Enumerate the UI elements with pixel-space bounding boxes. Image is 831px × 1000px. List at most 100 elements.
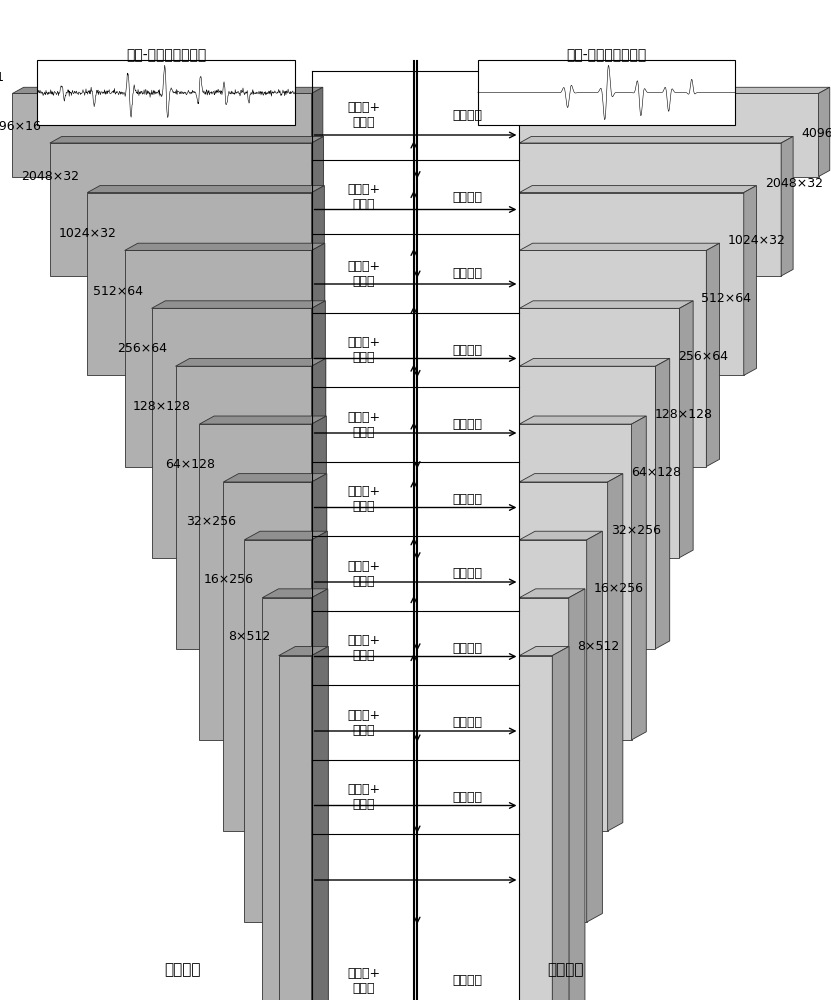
Text: 1024×32: 1024×32 <box>728 234 786 247</box>
Text: 反卷积层: 反卷积层 <box>452 974 483 987</box>
Polygon shape <box>50 143 312 276</box>
Polygon shape <box>519 474 623 482</box>
Text: 反卷积层: 反卷积层 <box>452 267 483 280</box>
Polygon shape <box>312 416 327 740</box>
Polygon shape <box>199 424 312 740</box>
Text: 反卷积层: 反卷积层 <box>452 493 483 506</box>
Polygon shape <box>553 646 569 1000</box>
Polygon shape <box>519 598 568 1000</box>
Text: 反卷积层: 反卷积层 <box>452 191 483 204</box>
Text: 64×128: 64×128 <box>632 466 681 479</box>
Polygon shape <box>519 531 602 540</box>
Polygon shape <box>519 250 706 467</box>
Text: 卷积层+
池化层: 卷积层+ 池化层 <box>347 634 380 662</box>
Text: 8×512: 8×512 <box>578 640 620 653</box>
Polygon shape <box>519 416 647 424</box>
Polygon shape <box>519 93 819 177</box>
Text: 256×64: 256×64 <box>117 342 167 355</box>
Text: 32×256: 32×256 <box>611 524 661 537</box>
Text: 512×64: 512×64 <box>93 285 143 298</box>
Text: 2048×32: 2048×32 <box>765 177 823 190</box>
Polygon shape <box>175 366 312 649</box>
Polygon shape <box>263 589 327 598</box>
Text: 4096×16: 4096×16 <box>0 120 42 133</box>
Text: 卷积层+
池化层: 卷积层+ 池化层 <box>347 967 380 995</box>
Text: 编码过程: 编码过程 <box>165 962 201 978</box>
Polygon shape <box>199 416 327 424</box>
Polygon shape <box>519 482 607 831</box>
Polygon shape <box>312 243 325 467</box>
Text: 反卷积层: 反卷积层 <box>452 791 483 804</box>
Polygon shape <box>87 186 324 193</box>
Bar <box>478 60 735 125</box>
Polygon shape <box>278 646 328 656</box>
Polygon shape <box>87 193 312 375</box>
Text: 反卷积层: 反卷积层 <box>452 418 483 431</box>
Polygon shape <box>519 186 756 193</box>
Polygon shape <box>12 93 312 177</box>
Polygon shape <box>519 143 781 276</box>
Text: 卷积层+
池化层: 卷积层+ 池化层 <box>347 560 380 588</box>
Polygon shape <box>151 301 326 308</box>
Polygon shape <box>587 531 602 922</box>
Polygon shape <box>519 301 693 308</box>
Polygon shape <box>519 366 656 649</box>
Polygon shape <box>519 424 632 740</box>
Polygon shape <box>312 87 322 177</box>
Text: 解码过程: 解码过程 <box>547 962 583 978</box>
Text: 32×256: 32×256 <box>186 515 236 528</box>
Polygon shape <box>607 474 623 831</box>
Text: 反卷积层: 反卷积层 <box>452 642 483 655</box>
Polygon shape <box>312 301 326 558</box>
Polygon shape <box>632 416 647 740</box>
Polygon shape <box>656 358 670 649</box>
Text: 128×128: 128×128 <box>655 408 712 421</box>
Polygon shape <box>519 136 793 143</box>
Polygon shape <box>680 301 693 558</box>
Polygon shape <box>244 531 327 540</box>
Polygon shape <box>568 589 585 1000</box>
Text: 卷积层+
池化层: 卷积层+ 池化层 <box>347 260 380 288</box>
Polygon shape <box>224 482 312 831</box>
Polygon shape <box>519 540 587 922</box>
Text: 16×256: 16×256 <box>593 582 643 595</box>
Text: 输出-降噪肌肉电信号: 输出-降噪肌肉电信号 <box>567 48 647 62</box>
Polygon shape <box>12 87 322 93</box>
Bar <box>37 60 295 125</box>
Polygon shape <box>519 646 569 656</box>
Text: 8×512: 8×512 <box>229 630 270 643</box>
Polygon shape <box>519 243 720 250</box>
Polygon shape <box>819 87 829 177</box>
Polygon shape <box>312 646 328 1000</box>
Polygon shape <box>312 358 326 649</box>
Text: 反卷积层: 反卷积层 <box>452 344 483 357</box>
Polygon shape <box>151 308 312 558</box>
Polygon shape <box>744 186 756 375</box>
Polygon shape <box>519 308 680 558</box>
Polygon shape <box>519 87 829 93</box>
Polygon shape <box>125 250 312 467</box>
Polygon shape <box>278 656 312 1000</box>
Text: 256×64: 256×64 <box>678 350 728 363</box>
Text: 8192×1: 8192×1 <box>0 71 4 84</box>
Text: 4096×16: 4096×16 <box>801 127 831 140</box>
Polygon shape <box>519 656 553 1000</box>
Polygon shape <box>312 531 327 922</box>
Text: 2048×32: 2048×32 <box>21 170 79 183</box>
Polygon shape <box>312 136 323 276</box>
Polygon shape <box>175 358 326 366</box>
Text: 1024×32: 1024×32 <box>58 227 116 240</box>
Text: 反卷积层: 反卷积层 <box>452 109 483 122</box>
Polygon shape <box>263 598 312 1000</box>
Polygon shape <box>312 186 324 375</box>
Polygon shape <box>519 358 670 366</box>
Text: 卷积层+
池化层: 卷积层+ 池化层 <box>347 783 380 811</box>
Text: 16×256: 16×256 <box>204 573 254 586</box>
Polygon shape <box>312 589 327 1000</box>
Text: 卷积层+
池化层: 卷积层+ 池化层 <box>347 485 380 513</box>
Text: 128×128: 128×128 <box>133 400 191 413</box>
Text: 卷积层+
池化层: 卷积层+ 池化层 <box>347 411 380 439</box>
Text: 卷积层+
池化层: 卷积层+ 池化层 <box>347 336 380 364</box>
Text: 卷积层+
池化层: 卷积层+ 池化层 <box>347 709 380 737</box>
Text: 反卷积层: 反卷积层 <box>452 567 483 580</box>
